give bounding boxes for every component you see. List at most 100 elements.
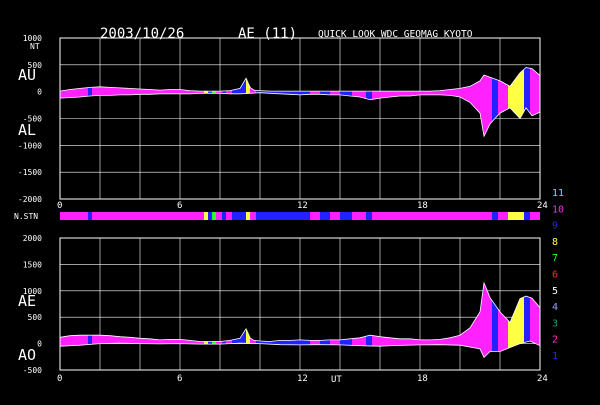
data-column bbox=[72, 89, 74, 98]
data-column bbox=[406, 91, 408, 96]
data-column bbox=[328, 91, 330, 95]
data-column bbox=[220, 341, 222, 345]
data-column bbox=[273, 91, 275, 94]
data-column bbox=[477, 315, 479, 349]
data-column bbox=[403, 338, 405, 346]
data-column bbox=[401, 338, 403, 346]
data-column bbox=[465, 331, 467, 347]
station-bar-segment bbox=[88, 212, 92, 220]
data-column bbox=[178, 339, 180, 344]
data-column bbox=[441, 90, 443, 95]
data-column bbox=[117, 336, 119, 344]
data-column bbox=[302, 91, 304, 95]
data-column bbox=[67, 89, 69, 98]
data-column bbox=[283, 91, 285, 95]
data-column bbox=[358, 91, 360, 97]
data-column bbox=[525, 67, 527, 109]
data-column bbox=[516, 307, 518, 345]
data-column bbox=[440, 90, 442, 95]
data-column bbox=[107, 87, 109, 96]
data-column bbox=[293, 91, 295, 95]
data-column bbox=[271, 341, 273, 345]
data-column bbox=[361, 91, 363, 98]
data-column bbox=[362, 91, 364, 98]
data-column bbox=[425, 91, 427, 95]
data-column bbox=[284, 91, 286, 95]
x-tick-label: 18 bbox=[417, 374, 428, 384]
data-column bbox=[364, 91, 366, 99]
data-column bbox=[405, 91, 407, 96]
data-column bbox=[373, 335, 375, 347]
data-column bbox=[110, 87, 112, 96]
data-column bbox=[502, 314, 504, 351]
data-column bbox=[203, 341, 205, 345]
data-column bbox=[77, 88, 79, 98]
data-column bbox=[250, 87, 252, 94]
x-tick-label: 0 bbox=[57, 374, 62, 384]
data-column bbox=[189, 90, 191, 94]
data-column bbox=[398, 91, 400, 97]
data-column bbox=[446, 89, 448, 96]
data-column bbox=[67, 336, 69, 346]
ae-label: AE bbox=[18, 292, 36, 310]
y-tick-label: 1000 bbox=[23, 287, 42, 296]
data-column bbox=[263, 341, 265, 344]
data-column bbox=[342, 339, 344, 346]
data-column bbox=[462, 333, 464, 346]
data-column bbox=[322, 91, 324, 95]
station-bar-segment bbox=[310, 212, 320, 220]
data-column bbox=[444, 90, 446, 96]
data-column bbox=[149, 338, 151, 344]
data-column bbox=[206, 91, 208, 94]
au-al-frame bbox=[59, 37, 541, 200]
data-column bbox=[75, 335, 77, 346]
data-column bbox=[524, 68, 526, 111]
data-column bbox=[533, 69, 535, 116]
data-column bbox=[508, 320, 510, 349]
data-column bbox=[284, 340, 286, 345]
data-column bbox=[413, 91, 415, 96]
data-column bbox=[370, 91, 372, 100]
data-column bbox=[94, 335, 96, 345]
data-column bbox=[232, 90, 234, 94]
data-column bbox=[362, 337, 364, 346]
data-column bbox=[537, 73, 539, 114]
data-column bbox=[536, 72, 538, 114]
data-column bbox=[379, 336, 381, 347]
data-column bbox=[116, 336, 118, 344]
data-column bbox=[276, 340, 278, 345]
data-column bbox=[287, 91, 289, 95]
data-column bbox=[196, 90, 198, 94]
data-column bbox=[61, 90, 63, 99]
series-line-al bbox=[59, 92, 541, 138]
data-column bbox=[79, 335, 81, 346]
data-column bbox=[307, 340, 309, 345]
data-column bbox=[194, 90, 196, 94]
data-column bbox=[485, 286, 487, 356]
data-column bbox=[205, 91, 207, 94]
data-column bbox=[226, 340, 228, 344]
data-column bbox=[497, 308, 499, 352]
data-column bbox=[357, 338, 359, 346]
data-column bbox=[169, 89, 171, 94]
data-column bbox=[211, 91, 213, 94]
data-column bbox=[142, 89, 144, 95]
data-column bbox=[73, 89, 75, 98]
data-column bbox=[183, 89, 185, 94]
data-column bbox=[373, 91, 375, 100]
data-column bbox=[288, 91, 290, 95]
data-column bbox=[194, 340, 196, 344]
data-column bbox=[418, 91, 420, 96]
data-column bbox=[152, 339, 154, 344]
data-column bbox=[503, 82, 505, 112]
data-column bbox=[461, 88, 463, 98]
data-column bbox=[478, 314, 480, 349]
data-column bbox=[351, 338, 353, 346]
data-column bbox=[136, 337, 138, 344]
data-column bbox=[295, 340, 297, 345]
data-column bbox=[420, 91, 422, 95]
data-column bbox=[241, 335, 243, 344]
data-column bbox=[136, 88, 138, 95]
data-column bbox=[93, 335, 95, 345]
data-column bbox=[255, 340, 257, 344]
